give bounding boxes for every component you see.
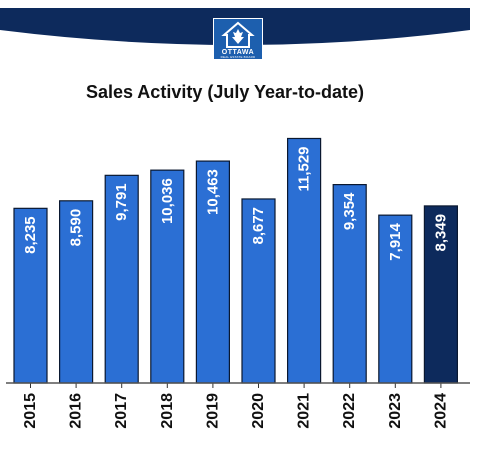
bar-2022 — [332, 184, 367, 384]
bar-2017 — [104, 174, 139, 384]
bar-value-label: 9,354 — [341, 192, 358, 230]
x-tick-label: 2023 — [387, 393, 404, 429]
bar-value-label: 8,349 — [432, 214, 449, 252]
bar-value-label: 10,463 — [204, 169, 221, 215]
logo-name: OTTAWA — [221, 49, 255, 56]
x-tick-label: 2018 — [159, 393, 176, 429]
bar-2020 — [241, 198, 276, 384]
bar-2016 — [58, 200, 94, 384]
x-tick-label: 2024 — [432, 393, 449, 429]
x-tick-label: 2017 — [113, 393, 130, 429]
bar-value-label: 8,677 — [250, 207, 267, 245]
bar-value-label: 8,235 — [22, 216, 39, 254]
bar-2021 — [287, 137, 322, 384]
bar-2018 — [150, 169, 185, 384]
bar-value-label: 7,914 — [387, 222, 404, 260]
x-tick-label: 2015 — [22, 393, 39, 429]
logo-subtitle: REAL ESTATE BOARD — [220, 55, 256, 59]
x-tick-label: 2022 — [341, 393, 358, 429]
bar-value-label: 10,036 — [159, 178, 176, 224]
bar-value-label: 11,529 — [296, 146, 313, 191]
bar-2015 — [13, 207, 48, 384]
x-tick-label: 2021 — [296, 393, 313, 429]
bar-value-label: 9,791 — [113, 183, 130, 221]
x-tick-label: 2019 — [204, 393, 221, 429]
bar-2023 — [378, 214, 413, 384]
bar-2024 — [423, 205, 458, 384]
ottawa-real-estate-board-logo: OTTAWA REAL ESTATE BOARD — [213, 18, 263, 60]
x-tick-label: 2020 — [250, 393, 267, 429]
house-leaf-icon — [221, 21, 255, 48]
x-tick-label: 2016 — [68, 393, 85, 429]
chart-title: Sales Activity (July Year-to-date) — [85, 82, 365, 102]
bar-value-label: 8,590 — [68, 209, 85, 247]
